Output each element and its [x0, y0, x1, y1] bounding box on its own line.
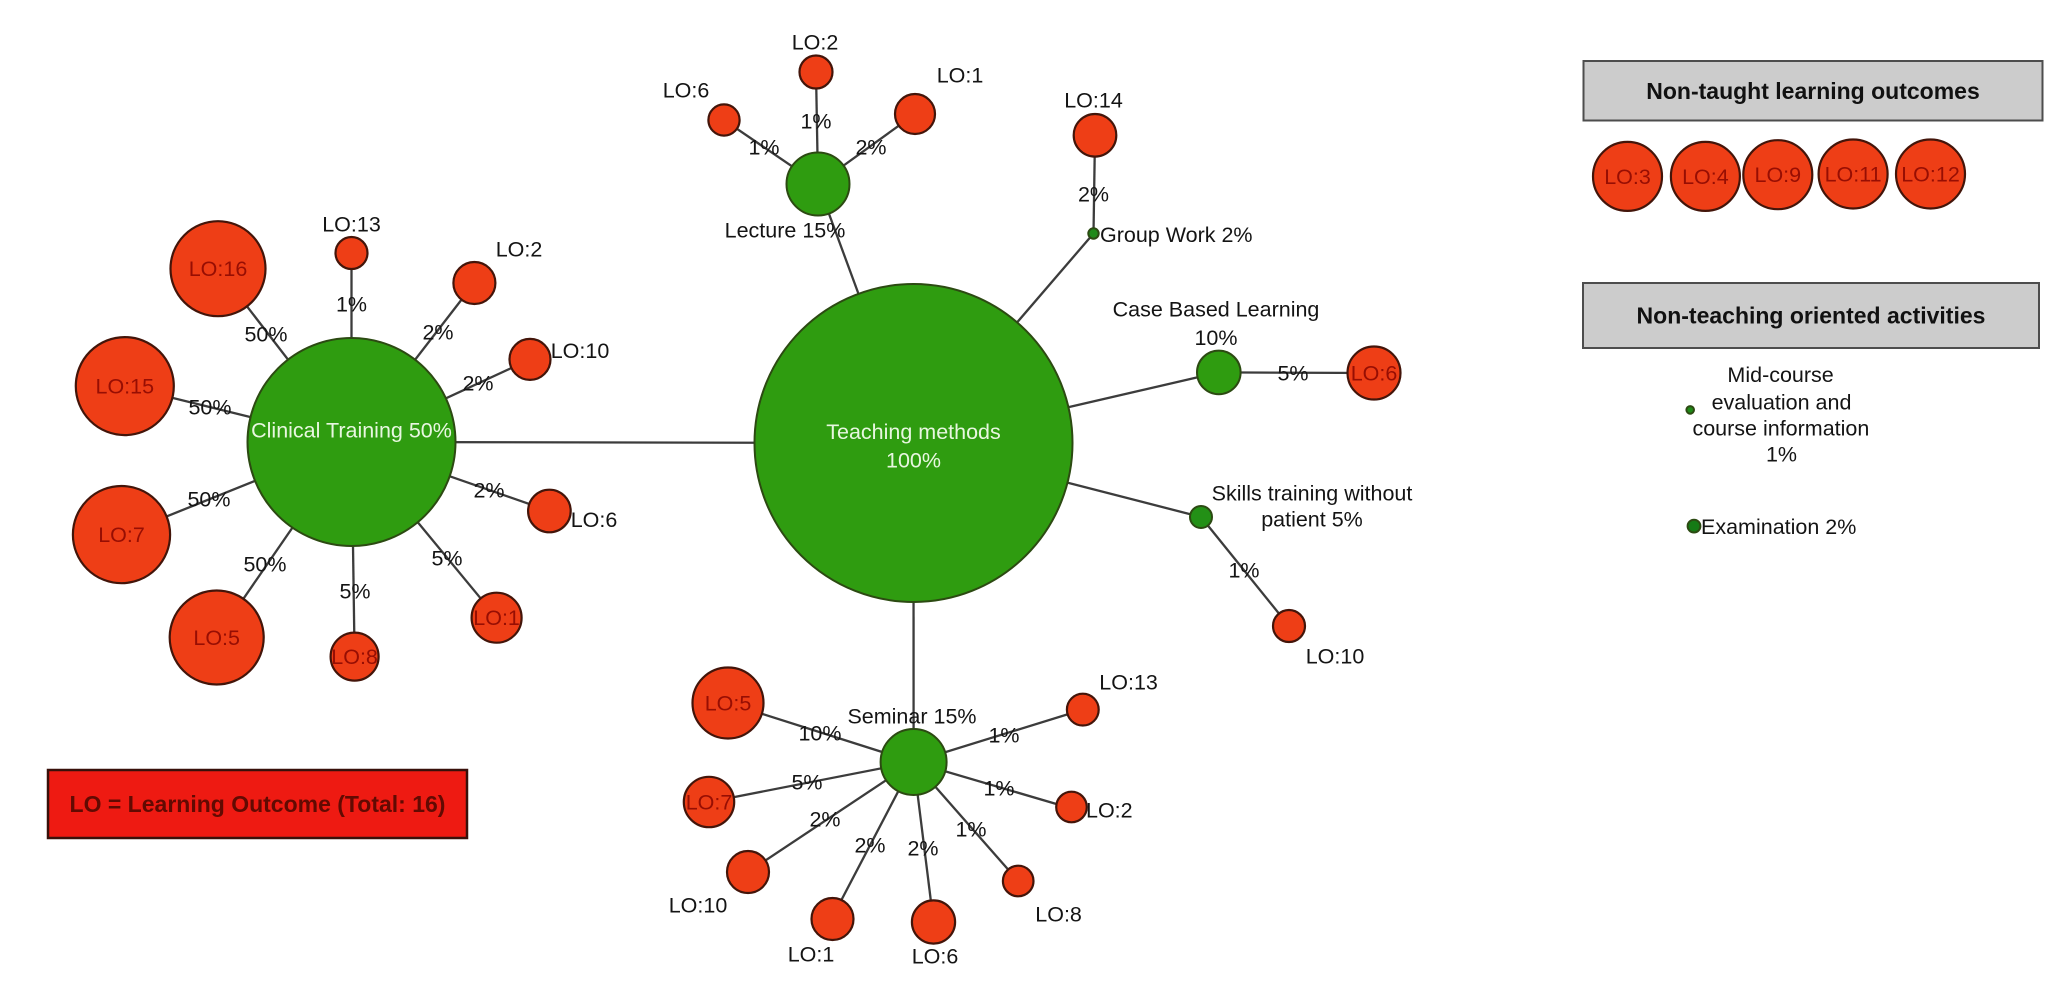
svg-text:50%: 50%: [244, 323, 287, 347]
svg-text:50%: 50%: [243, 553, 286, 577]
svg-text:LO:16: LO:16: [189, 257, 248, 281]
svg-text:LO:2: LO:2: [1086, 799, 1133, 823]
svg-text:Seminar 15%: Seminar 15%: [847, 705, 976, 729]
svg-text:LO:6: LO:6: [571, 508, 618, 532]
svg-text:LO = Learning Outcome (Total:: LO = Learning Outcome (Total: 16): [70, 791, 446, 817]
svg-text:Mid-course: Mid-course: [1727, 363, 1833, 387]
svg-text:LO:9: LO:9: [1754, 163, 1801, 187]
svg-text:patient 5%: patient 5%: [1261, 508, 1363, 532]
svg-text:2%: 2%: [473, 479, 504, 503]
svg-text:LO:13: LO:13: [1099, 671, 1158, 695]
svg-text:LO:11: LO:11: [1825, 163, 1882, 187]
svg-text:LO:5: LO:5: [705, 692, 752, 716]
svg-text:100%: 100%: [886, 449, 941, 473]
svg-text:Non-taught learning outcomes: Non-taught learning outcomes: [1646, 78, 1980, 104]
svg-text:LO:12: LO:12: [1901, 163, 1960, 187]
svg-text:2%: 2%: [809, 808, 840, 832]
svg-text:evaluation and: evaluation and: [1712, 390, 1852, 414]
svg-text:LO:8: LO:8: [1035, 903, 1082, 927]
svg-text:50%: 50%: [187, 488, 230, 512]
svg-text:Case Based Learning: Case Based Learning: [1113, 298, 1320, 322]
svg-text:Teaching methods: Teaching methods: [826, 420, 1001, 444]
svg-text:1%: 1%: [955, 818, 986, 842]
svg-text:1%: 1%: [1766, 443, 1797, 467]
svg-text:LO:4: LO:4: [1682, 165, 1729, 189]
svg-text:5%: 5%: [1277, 362, 1308, 386]
svg-text:LO:7: LO:7: [98, 523, 145, 547]
svg-text:LO:8: LO:8: [331, 645, 378, 669]
svg-text:LO:6: LO:6: [663, 79, 710, 103]
svg-text:LO:1: LO:1: [473, 606, 520, 630]
svg-text:Examination 2%: Examination 2%: [1701, 515, 1856, 539]
svg-text:LO:7: LO:7: [686, 791, 733, 815]
svg-text:5%: 5%: [791, 771, 822, 795]
svg-text:LO:5: LO:5: [193, 626, 240, 650]
svg-text:LO:2: LO:2: [792, 31, 839, 55]
svg-text:Non-teaching oriented activiti: Non-teaching oriented activities: [1637, 303, 1986, 329]
svg-text:LO:1: LO:1: [788, 943, 835, 967]
svg-text:Clinical Training 50%: Clinical Training 50%: [251, 419, 452, 443]
svg-text:1%: 1%: [800, 110, 831, 134]
svg-text:1%: 1%: [988, 724, 1019, 748]
svg-text:10%: 10%: [1194, 326, 1237, 350]
svg-text:1%: 1%: [336, 293, 367, 317]
svg-text:LO:14: LO:14: [1064, 89, 1123, 113]
svg-text:Skills training without: Skills training without: [1212, 482, 1413, 506]
svg-text:5%: 5%: [339, 580, 370, 604]
svg-text:course information: course information: [1692, 416, 1869, 440]
svg-text:LO:15: LO:15: [96, 375, 155, 399]
svg-text:LO:6: LO:6: [1351, 362, 1398, 386]
svg-text:10%: 10%: [798, 722, 841, 746]
svg-text:LO:6: LO:6: [912, 945, 959, 969]
svg-text:LO:1: LO:1: [937, 64, 984, 88]
svg-text:Group Work 2%: Group Work 2%: [1100, 223, 1253, 247]
svg-text:5%: 5%: [431, 547, 462, 571]
svg-text:LO:2: LO:2: [496, 238, 543, 262]
svg-text:1%: 1%: [1228, 559, 1259, 583]
svg-text:2%: 2%: [907, 837, 938, 861]
svg-text:LO:10: LO:10: [669, 894, 728, 918]
svg-text:LO:13: LO:13: [322, 213, 381, 237]
svg-text:2%: 2%: [1078, 183, 1109, 207]
svg-text:LO:10: LO:10: [551, 339, 610, 363]
svg-text:2%: 2%: [855, 136, 886, 160]
svg-text:1%: 1%: [983, 777, 1014, 801]
svg-text:2%: 2%: [422, 321, 453, 345]
svg-text:Lecture 15%: Lecture 15%: [725, 219, 846, 243]
svg-text:2%: 2%: [462, 372, 493, 396]
svg-text:LO:10: LO:10: [1306, 645, 1365, 669]
svg-text:50%: 50%: [188, 396, 231, 420]
svg-text:1%: 1%: [748, 136, 779, 160]
svg-text:LO:3: LO:3: [1604, 165, 1651, 189]
svg-text:2%: 2%: [854, 834, 885, 858]
